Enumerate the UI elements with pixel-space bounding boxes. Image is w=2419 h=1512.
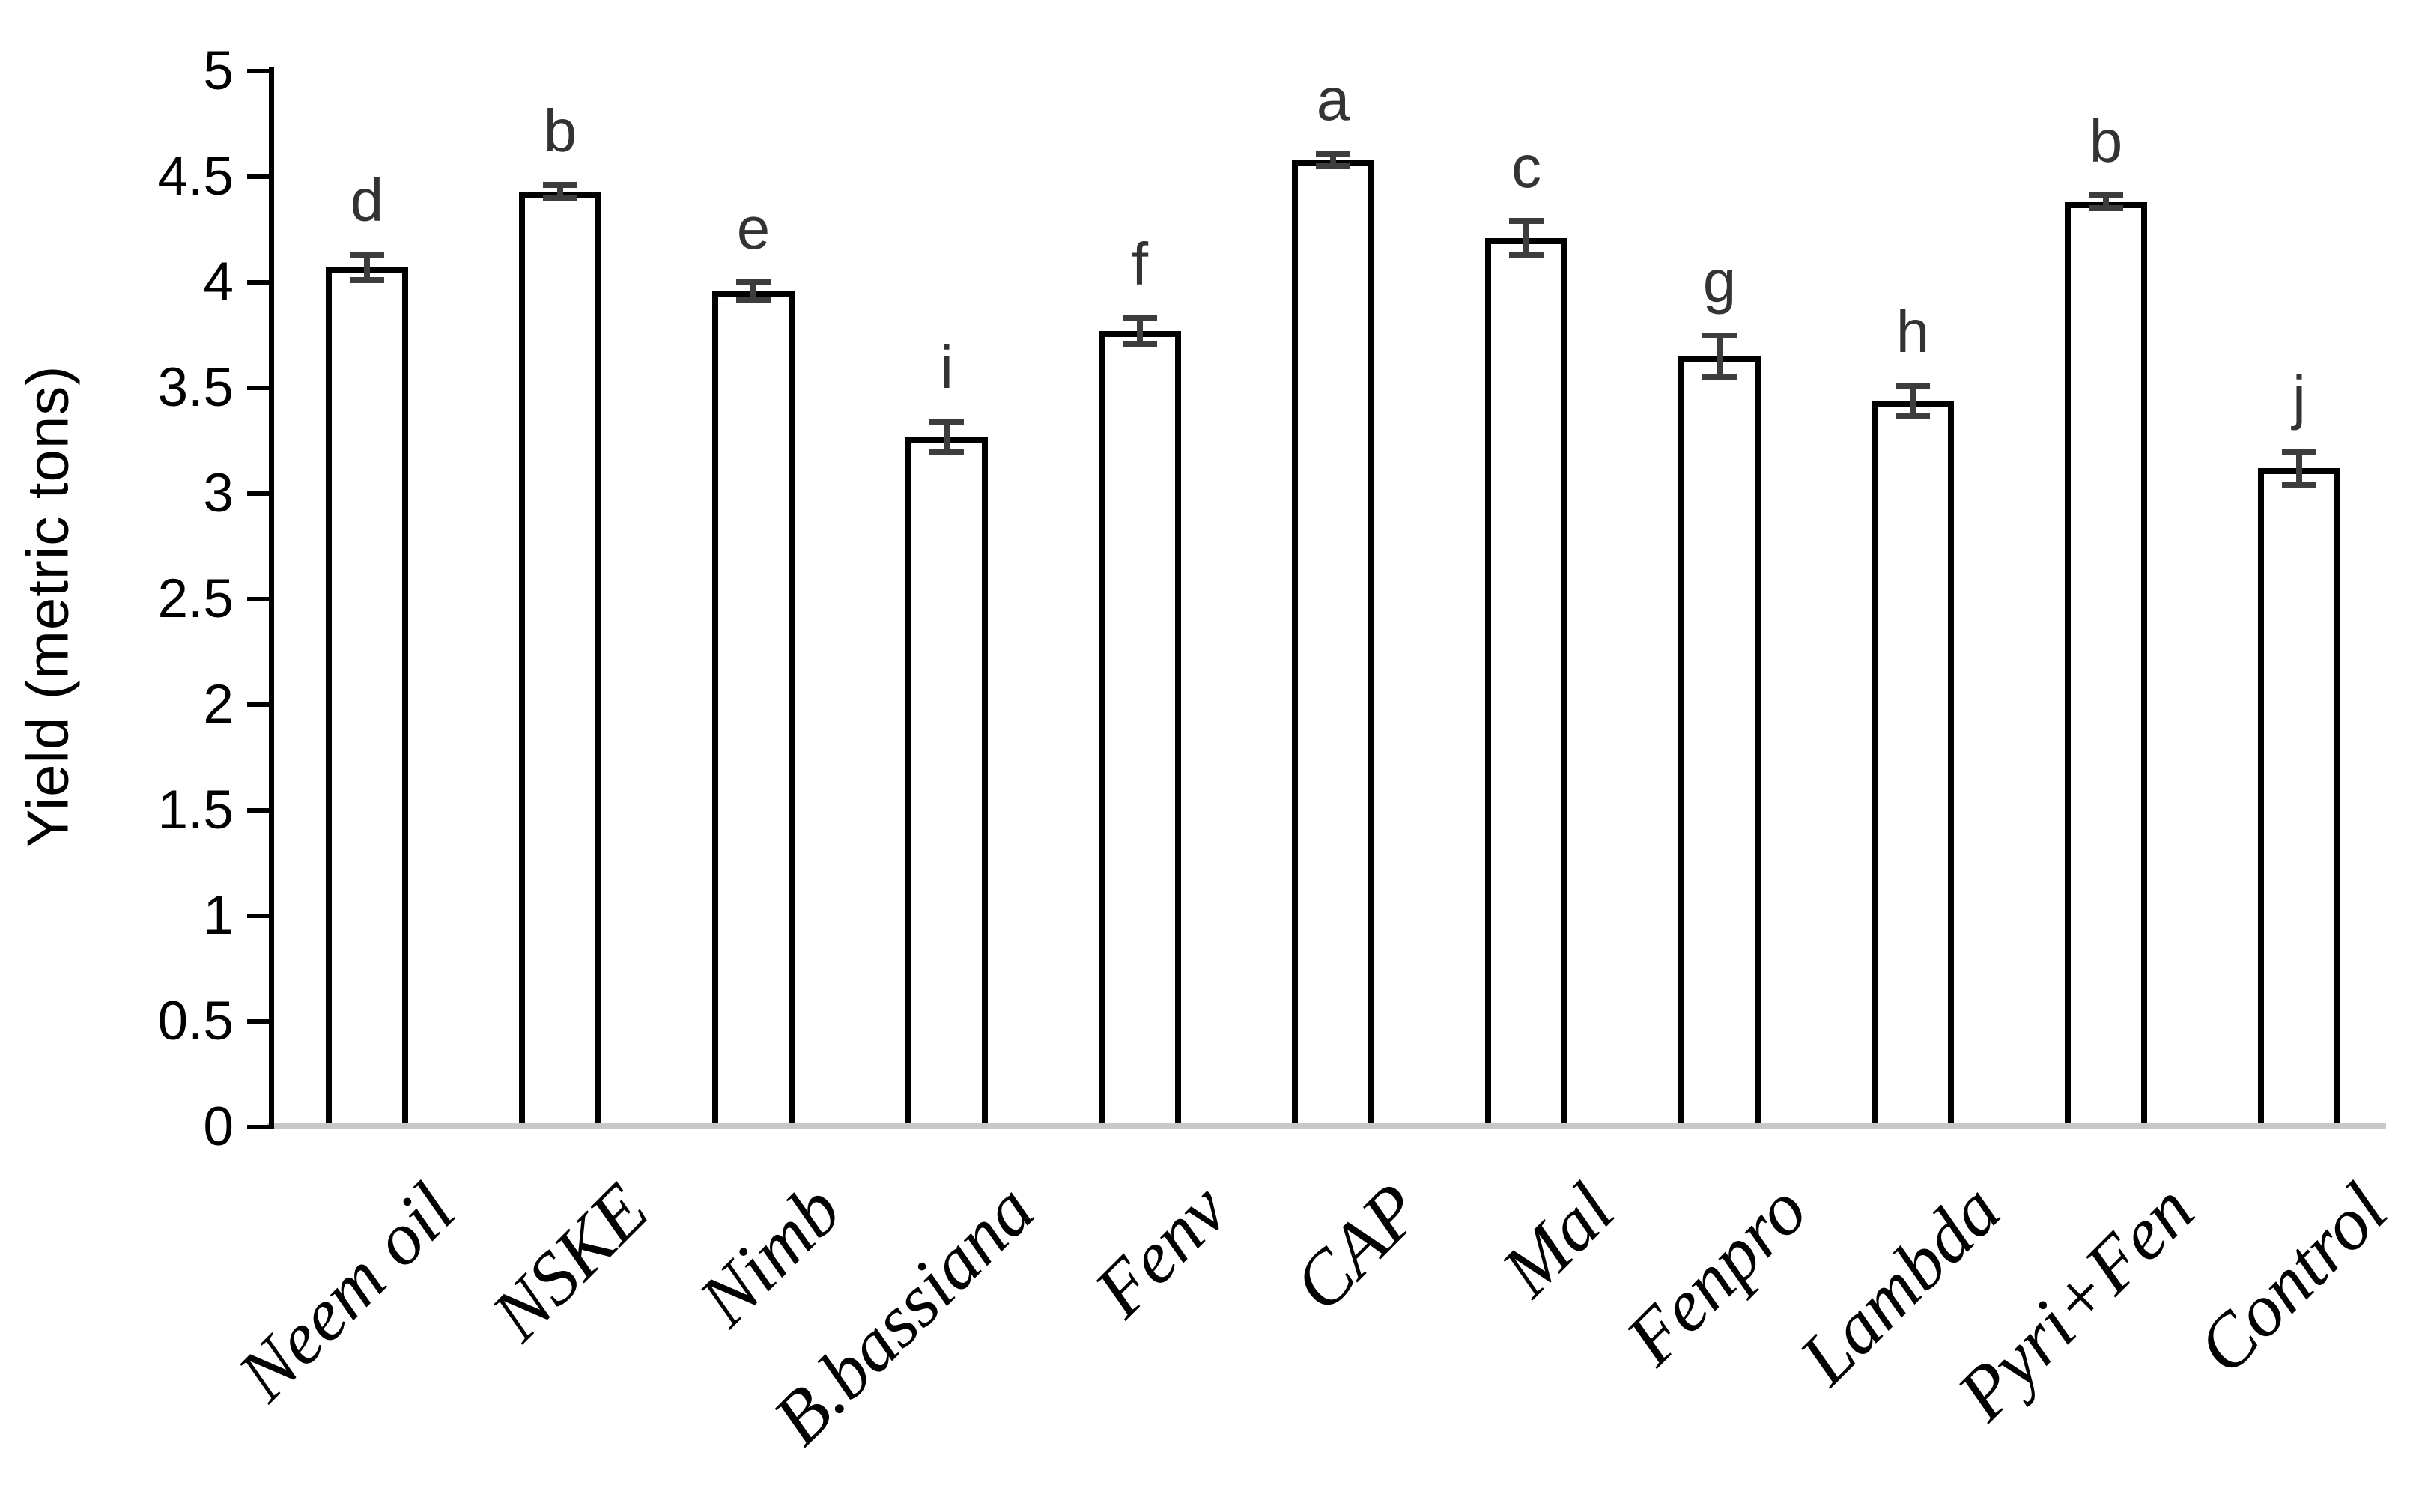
y-tick [247,702,272,707]
y-tick [247,914,272,918]
y-tick-label: 3.5 [157,357,234,418]
error-cap-top [736,279,771,285]
y-tick-label: 1.5 [157,780,234,840]
sig-letter: i [940,334,953,401]
x-category-label: CAP [1277,1168,1436,1327]
x-category-label: Control [2180,1168,2403,1390]
bar [1292,160,1374,1126]
sig-letter: h [1896,298,1930,365]
x-category-label: Mal [1485,1168,1630,1312]
y-tick [247,1019,272,1024]
bar [1678,356,1761,1126]
error-cap-top [1123,315,1157,321]
y-tick-label: 3 [203,463,234,523]
x-category-label: Neem oil [222,1168,470,1417]
sig-letter: j [2292,363,2306,431]
error-bar [750,282,756,300]
sig-letter: f [1131,230,1149,297]
error-cap-bottom [1702,374,1737,380]
y-tick-label: 4 [203,252,234,312]
error-bar [1717,335,1723,377]
y-tick [247,280,272,285]
error-cap-bottom [1123,340,1157,347]
error-cap-bottom [2282,482,2316,488]
bar [326,267,408,1126]
error-bar [557,185,563,198]
bar [1872,400,1954,1126]
sig-letter: g [1702,247,1737,315]
y-tick-label: 2.5 [157,568,234,629]
bar [1099,330,1181,1126]
error-bar [1910,386,1916,416]
error-cap-top [2089,192,2123,199]
y-tick [247,386,272,390]
y-tick-label: 4.5 [157,146,234,207]
error-bar [1523,221,1529,255]
bar [905,436,988,1126]
y-tick [247,808,272,813]
x-category-label: Nimb [683,1168,857,1342]
error-cap-bottom [1509,252,1544,258]
error-bar [364,255,370,281]
bar [2065,201,2147,1126]
y-tick-label: 1 [203,885,234,946]
error-cap-bottom [736,296,771,303]
sig-letter: e [736,195,771,261]
error-bar [2103,195,2109,209]
bar [2258,468,2340,1126]
error-bar [1330,153,1336,166]
error-cap-bottom [2089,205,2123,212]
bar [519,191,601,1126]
y-tick-label: 5 [203,40,234,101]
y-tick-label: 2 [203,674,234,735]
error-cap-top [1509,218,1544,225]
error-cap-bottom [543,195,577,201]
error-cap-top [1896,383,1930,389]
y-tick [247,491,272,496]
error-cap-bottom [929,448,964,455]
y-tick-label: 0.5 [157,991,234,1051]
error-cap-top [2282,448,2316,455]
y-tick [247,597,272,601]
error-bar [2296,451,2302,485]
error-cap-top [1316,150,1350,157]
bar [1485,237,1567,1126]
error-bar [944,422,950,452]
error-cap-top [350,252,384,258]
sig-letter: c [1511,133,1541,201]
y-tick [247,174,272,179]
error-cap-top [543,182,577,189]
x-category-label: NSKE [475,1168,664,1356]
x-category-label: Fenv [1078,1168,1243,1333]
error-cap-top [1702,332,1737,338]
error-cap-bottom [1896,412,1930,419]
sig-letter: b [2089,108,2123,175]
error-cap-top [929,419,964,425]
error-cap-bottom [1316,163,1350,169]
y-tick [247,69,272,73]
sig-letter: b [543,97,577,165]
sig-letter: a [1316,65,1350,133]
y-tick [247,1125,272,1129]
y-tick-label: 0 [203,1096,234,1157]
sig-letter: d [350,167,384,234]
bar [712,291,795,1126]
error-cap-bottom [350,277,384,284]
error-bar [1137,318,1143,344]
x-baseline [267,1123,2386,1129]
